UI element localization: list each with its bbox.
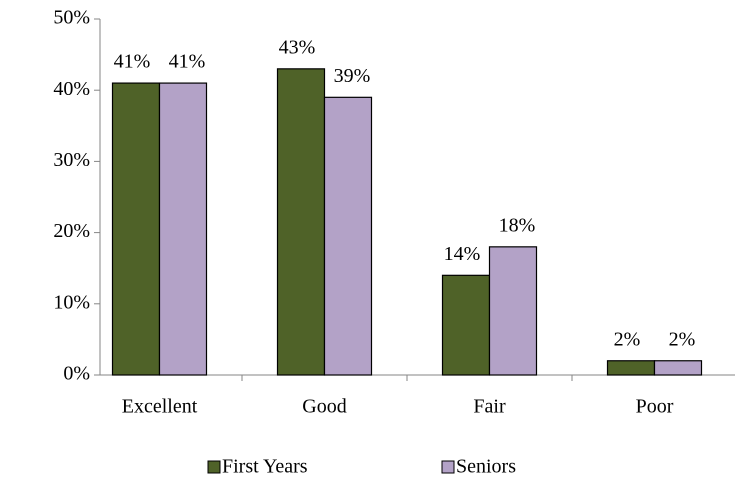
x-tick-label: Fair xyxy=(473,396,506,418)
value-label: 2% xyxy=(669,328,696,350)
value-label: 43% xyxy=(279,36,316,58)
legend-label: First Years xyxy=(222,456,308,478)
legend-label: Seniors xyxy=(456,456,516,478)
bar xyxy=(113,83,160,375)
y-tick-label: 20% xyxy=(53,220,90,242)
legend-swatch xyxy=(208,461,220,473)
y-tick-label: 30% xyxy=(53,149,90,171)
value-label: 18% xyxy=(499,214,536,236)
value-label: 14% xyxy=(444,243,481,265)
y-tick-label: 50% xyxy=(53,7,90,29)
bar xyxy=(325,97,372,375)
legend-swatch xyxy=(442,461,454,473)
bar xyxy=(608,361,655,375)
y-tick-label: 0% xyxy=(63,363,90,385)
value-label: 2% xyxy=(614,328,641,350)
x-tick-label: Excellent xyxy=(122,396,198,418)
y-tick-label: 10% xyxy=(53,291,90,313)
value-label: 39% xyxy=(334,65,371,87)
bar xyxy=(443,275,490,375)
bar xyxy=(655,361,702,375)
y-tick-label: 40% xyxy=(53,78,90,100)
x-tick-label: Good xyxy=(302,396,346,418)
bar xyxy=(490,247,537,375)
value-label: 41% xyxy=(169,51,206,73)
chart: 0% 10% 20% 30% 40% 50% Excellent 41% 41% Good 43% 3… xyxy=(0,0,735,481)
x-tick-label: Poor xyxy=(636,396,674,418)
bar xyxy=(160,83,207,375)
bar xyxy=(278,69,325,375)
value-label: 41% xyxy=(114,51,151,73)
